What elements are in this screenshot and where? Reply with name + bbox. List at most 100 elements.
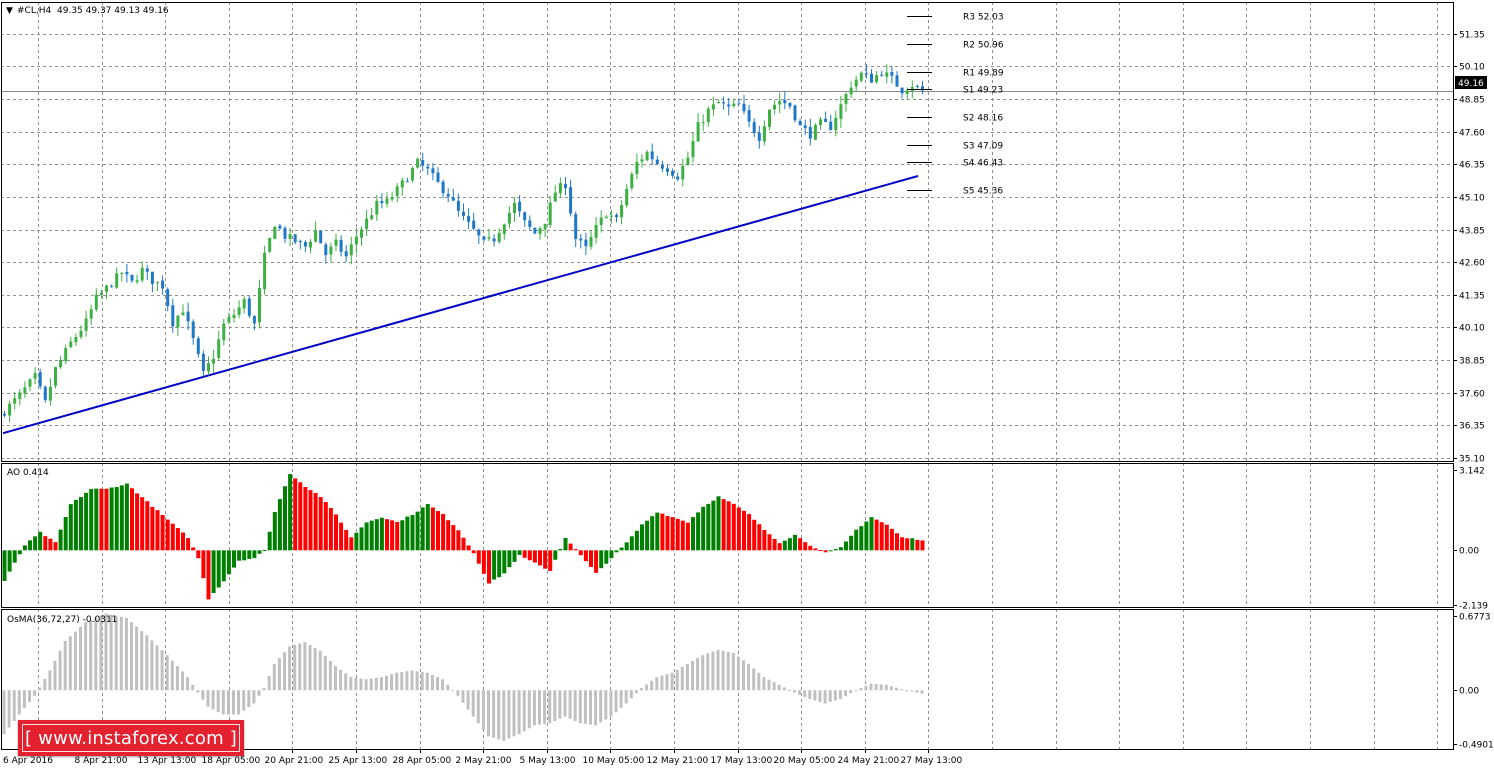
candle-body — [298, 240, 302, 242]
candle-body — [99, 292, 103, 296]
osma-bar — [114, 615, 118, 691]
candle-body — [875, 75, 879, 82]
osma-bar — [910, 690, 914, 692]
osma-bar — [522, 690, 526, 732]
time-tick-label: 28 Apr 05:00 — [393, 756, 452, 766]
osma-bar — [191, 684, 195, 691]
ao-bars — [2, 474, 925, 600]
ao-bar — [818, 550, 823, 552]
candle-body — [89, 309, 93, 319]
candle-body — [288, 234, 292, 239]
osma-bar — [252, 690, 256, 704]
candle-body — [666, 168, 669, 172]
osma-bar — [216, 690, 220, 712]
ao-bar — [7, 550, 12, 572]
candle-body — [681, 165, 685, 180]
candle-body — [727, 104, 731, 107]
osma-bar — [905, 690, 909, 692]
candle-body — [400, 180, 404, 188]
ao-bar — [548, 550, 553, 571]
candle-body — [451, 197, 455, 201]
candle-body — [625, 188, 629, 206]
ao-bar — [461, 537, 466, 551]
osma-bar — [415, 671, 419, 691]
candle-body — [181, 312, 185, 316]
osma-bar — [787, 689, 791, 691]
pivot-label: S2 48.16 — [963, 114, 1003, 124]
ao-bar — [563, 537, 568, 551]
price-tick-label: 38.85 — [1459, 357, 1485, 367]
ao-bar — [323, 502, 328, 551]
price-tick-label: 45.10 — [1459, 194, 1485, 204]
osma-bar — [793, 690, 796, 693]
osma-bar — [476, 690, 480, 724]
symbol-menu-icon[interactable]: ▼ — [6, 6, 13, 16]
candle-body — [870, 73, 873, 83]
osma-bar — [481, 690, 485, 730]
price-tick-label: 42.60 — [1459, 259, 1485, 269]
candle-body — [441, 181, 445, 194]
candle-body — [538, 228, 542, 234]
ao-bar — [283, 486, 287, 551]
candle-body — [701, 122, 705, 124]
candle-body — [110, 285, 114, 287]
ao-bar — [160, 514, 165, 551]
ao-bar — [124, 483, 129, 551]
time-tick-label: 2 May 21:00 — [456, 756, 512, 766]
candle-body — [354, 236, 358, 245]
osma-bar — [828, 690, 832, 702]
osma-bar — [277, 658, 281, 691]
candle-body — [411, 168, 414, 181]
candle-body — [477, 229, 481, 236]
main-grid — [1, 2, 1453, 461]
ao-bar — [216, 550, 221, 588]
osma-bar — [446, 684, 450, 691]
osma-bar — [874, 684, 878, 691]
candle-body — [278, 225, 282, 229]
candle-body — [584, 239, 588, 247]
osma-bar — [160, 650, 164, 691]
osma-bar — [777, 684, 781, 691]
ao-bar — [670, 517, 675, 551]
osma-bar — [124, 617, 128, 691]
osma-bar — [864, 685, 868, 691]
ao-bar — [84, 492, 89, 551]
ao-bar — [410, 515, 415, 551]
ao-bar — [915, 539, 920, 551]
osma-tick-label: 0.00 — [1459, 687, 1479, 697]
ao-bar — [512, 550, 517, 562]
candle-body — [263, 252, 267, 290]
ao-bar — [849, 535, 854, 551]
osma-bar — [323, 655, 327, 691]
ao-bar — [277, 499, 282, 551]
candle-body — [737, 103, 741, 105]
osma-bar — [660, 675, 664, 691]
osma-bar — [782, 687, 786, 691]
ao-bar — [701, 506, 706, 551]
ao-bar — [298, 482, 303, 551]
ao-bar — [624, 542, 629, 551]
ao-bar — [400, 520, 405, 551]
candle-body — [125, 271, 129, 275]
candle-body — [630, 174, 634, 189]
ao-bar — [680, 520, 685, 551]
osma-bar — [696, 658, 700, 691]
ao-bar — [532, 550, 537, 563]
panel-frames — [1, 2, 1454, 750]
osma-title: OsMA(36,72,27) -0.0311 — [7, 615, 117, 625]
ao-bar — [446, 520, 451, 551]
ao-bar — [12, 550, 17, 563]
osma-bar — [400, 671, 404, 691]
ao-bar — [359, 527, 364, 551]
ao-bar — [543, 550, 548, 569]
time-tick-label: 5 May 13:00 — [520, 756, 576, 766]
osma-bar — [196, 690, 200, 693]
candle-body — [676, 176, 680, 180]
osma-bar — [12, 690, 16, 721]
ao-bar — [869, 517, 874, 551]
candle-body — [778, 100, 782, 105]
candle-body — [543, 223, 547, 230]
osma-bar — [670, 672, 674, 691]
ao-bar — [793, 534, 797, 551]
price-tick-label: 35.10 — [1459, 455, 1485, 465]
